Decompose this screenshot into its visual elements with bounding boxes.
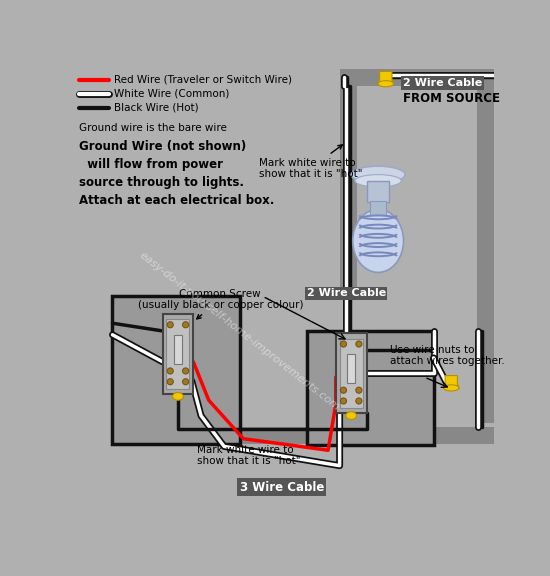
Circle shape xyxy=(183,378,189,385)
Text: 3 Wire Cable: 3 Wire Cable xyxy=(240,481,324,494)
Circle shape xyxy=(167,368,173,374)
Text: White Wire (Common): White Wire (Common) xyxy=(114,89,229,98)
FancyBboxPatch shape xyxy=(379,71,392,85)
Text: FROM SOURCE: FROM SOURCE xyxy=(403,92,500,105)
Bar xyxy=(477,69,494,423)
Bar xyxy=(367,181,389,202)
Circle shape xyxy=(356,398,362,404)
Bar xyxy=(306,331,433,445)
Ellipse shape xyxy=(355,175,402,187)
Circle shape xyxy=(183,321,189,328)
Bar xyxy=(340,69,494,86)
Ellipse shape xyxy=(444,385,459,391)
Circle shape xyxy=(356,341,362,347)
Text: 2 Wire Cable: 2 Wire Cable xyxy=(306,288,386,298)
FancyBboxPatch shape xyxy=(445,376,458,389)
Bar xyxy=(174,335,182,364)
Bar xyxy=(112,296,129,444)
Text: Common Screw
(usually black or copper colour): Common Screw (usually black or copper co… xyxy=(138,289,303,319)
Circle shape xyxy=(167,321,173,328)
Text: Mark white wire to
show that it is "hot": Mark white wire to show that it is "hot" xyxy=(197,445,301,467)
Circle shape xyxy=(340,398,346,404)
Circle shape xyxy=(167,378,173,385)
Ellipse shape xyxy=(173,392,183,400)
Bar xyxy=(348,354,355,383)
Text: Mark white wire to
show that it is "hot": Mark white wire to show that it is "hot" xyxy=(258,145,362,179)
Circle shape xyxy=(340,341,346,347)
Bar xyxy=(112,296,239,444)
Text: 2 Wire Cable: 2 Wire Cable xyxy=(403,78,482,88)
Wedge shape xyxy=(378,77,394,85)
Bar xyxy=(340,339,363,408)
Text: Black Wire (Hot): Black Wire (Hot) xyxy=(114,103,199,113)
Circle shape xyxy=(340,387,346,393)
Wedge shape xyxy=(443,381,459,389)
Text: Ground wire is the bare wire: Ground wire is the bare wire xyxy=(79,123,227,133)
Ellipse shape xyxy=(353,209,404,272)
Bar xyxy=(371,201,386,215)
Text: Use wire nuts to
attach wires together.: Use wire nuts to attach wires together. xyxy=(389,345,504,366)
Circle shape xyxy=(356,387,362,393)
Bar xyxy=(166,319,189,389)
Ellipse shape xyxy=(346,412,356,419)
Bar xyxy=(336,334,367,414)
Text: easy-do-it-yourself-home-improvements.com: easy-do-it-yourself-home-improvements.co… xyxy=(138,249,342,412)
Bar xyxy=(163,314,194,394)
Ellipse shape xyxy=(351,166,405,183)
Bar xyxy=(340,69,356,296)
Circle shape xyxy=(183,368,189,374)
Text: Ground Wire (not shown)
  will flow from power
source through to lights.
Attach : Ground Wire (not shown) will flow from p… xyxy=(79,140,275,207)
Text: Red Wire (Traveler or Switch Wire): Red Wire (Traveler or Switch Wire) xyxy=(114,75,292,85)
Ellipse shape xyxy=(378,81,394,87)
Bar xyxy=(112,427,494,444)
